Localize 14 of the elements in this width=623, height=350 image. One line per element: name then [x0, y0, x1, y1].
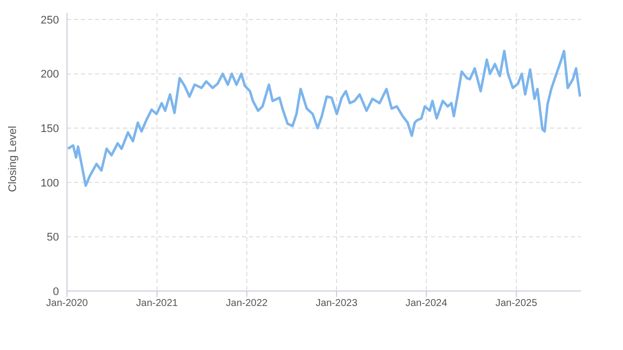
line-series — [67, 50, 581, 187]
y-tick-label: 100 — [40, 177, 59, 190]
y-tick-label: 0 — [52, 286, 59, 298]
x-tick-label: Jan-2023 — [316, 298, 358, 310]
x-tick-label: Jan-2024 — [405, 298, 448, 310]
x-tick-label: Jan-2022 — [226, 298, 268, 310]
y-tick-label: 200 — [40, 68, 59, 81]
x-tick-label: Jan-2020 — [46, 298, 88, 310]
y-axis-title: Closing Level — [6, 126, 19, 192]
x-tick-label: Jan-2021 — [136, 298, 178, 310]
y-tick-label: 150 — [40, 123, 59, 136]
y-tick-label: 50 — [46, 232, 59, 244]
x-tick-label: Jan-2025 — [495, 298, 538, 310]
y-tick-label: 250 — [40, 14, 59, 26]
